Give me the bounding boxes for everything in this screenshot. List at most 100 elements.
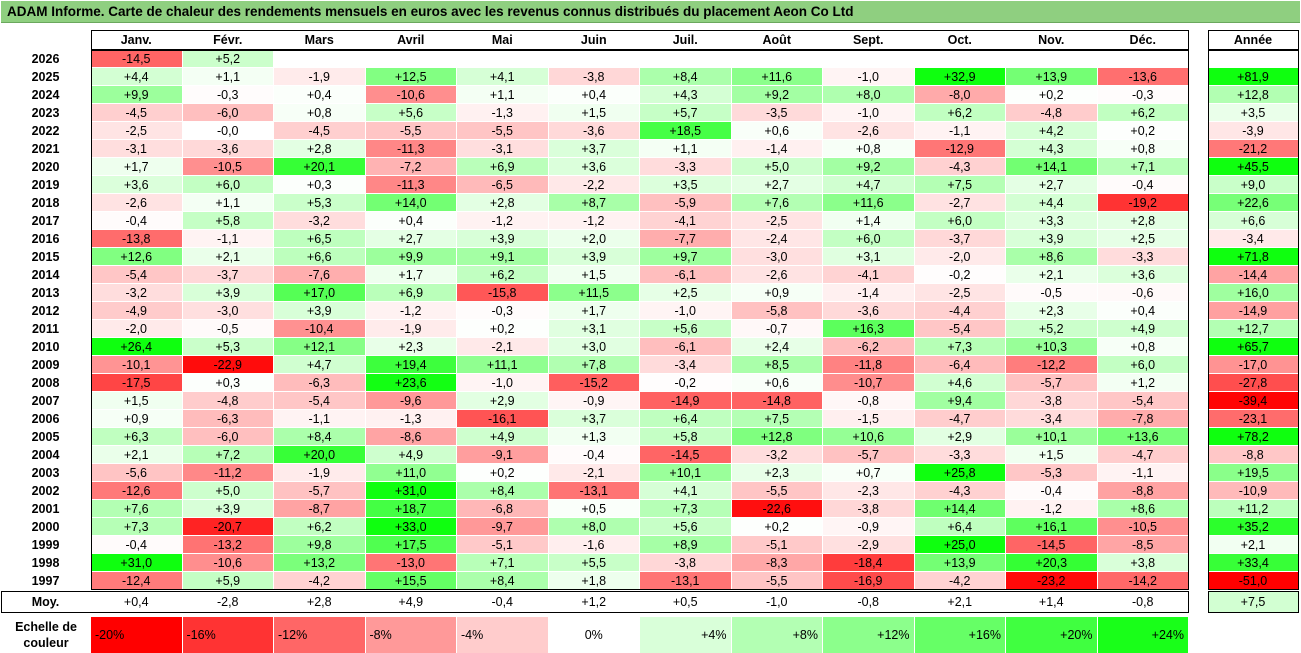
heatmap-cell: +2,0 [548,230,640,248]
heatmap-cell: +3,5 [640,176,732,194]
heatmap-cell: -5,4 [91,266,183,284]
heatmap-cell: -1,2 [457,212,549,230]
year-label: 2016 [1,230,91,248]
annual-cell: +22,6 [1208,194,1299,212]
heatmap-cell: -0,6 [1097,284,1189,302]
heatmap-cell: -0,4 [1006,482,1098,500]
heatmap-cell: -2,2 [548,176,640,194]
heatmap-cell: -20,7 [182,518,274,536]
heatmap-cell: +4,3 [640,86,732,104]
heatmap-cell: +3,3 [1006,212,1098,230]
heatmap-cell: +3,0 [548,338,640,356]
heatmap-cell: +3,6 [91,176,183,194]
heatmap-cell: +8,4 [640,68,732,86]
color-scale-step: -8% [365,617,457,653]
heatmap-cell: +2,1 [91,446,183,464]
heatmap-cell: +8,9 [640,536,732,554]
annual-cell: +12,7 [1208,320,1299,338]
heatmap-cell [914,50,1006,68]
heatmap-cell: +0,9 [91,410,183,428]
average-cell: -2,8 [182,591,274,613]
month-header: Avril [365,30,457,50]
heatmap-cell: +0,4 [274,86,366,104]
heatmap-cell: +0,8 [1097,338,1189,356]
heatmap-cell: +8,6 [1097,500,1189,518]
heatmap-cell: +5,9 [182,572,274,590]
heatmap-cell: +12,5 [365,68,457,86]
heatmap-cell: +1,1 [182,194,274,212]
heatmap-cell: +7,8 [548,356,640,374]
heatmap-cell: -1,4 [823,284,915,302]
year-label: 2005 [1,428,91,446]
heatmap-cell: +6,6 [274,248,366,266]
heatmap-cell: -1,0 [457,374,549,392]
color-scale-step: +8% [731,617,823,653]
heatmap-cell: -3,3 [1097,248,1189,266]
heatmap-cell: +2,3 [731,464,823,482]
heatmap-cell: -1,9 [274,464,366,482]
heatmap-cell: +7,5 [731,410,823,428]
heatmap-cell: -10,4 [274,320,366,338]
year-label: 2023 [1,104,91,122]
year-label: 2002 [1,482,91,500]
heatmap-cell: +0,2 [457,320,549,338]
annual-cell: +65,7 [1208,338,1299,356]
heatmap-cell: -3,7 [182,266,274,284]
heatmap-cell: -9,7 [457,518,549,536]
color-scale-label: Echelle de couleur [15,620,77,650]
heatmap-cell: -0,4 [91,536,183,554]
average-cell: -0,8 [1097,591,1189,613]
heatmap-cell: -3,3 [914,446,1006,464]
heatmap-cell: +0,4 [548,86,640,104]
heatmap-cell: +4,9 [365,446,457,464]
heatmap-cell: -10,6 [365,86,457,104]
heatmap-cell: -4,8 [182,392,274,410]
heatmap-cell: +10,6 [823,428,915,446]
average-cell: +1,2 [548,591,640,613]
heatmap-cell: +25,8 [914,464,1006,482]
heatmap-cell: -13,8 [91,230,183,248]
heatmap-cell: -1,6 [548,536,640,554]
heatmap-cell: -4,5 [274,122,366,140]
heatmap-cell: -0,4 [548,446,640,464]
annual-cell: -17,0 [1208,356,1299,374]
heatmap-cell: -3,6 [548,122,640,140]
heatmap-cell: -2,1 [548,464,640,482]
heatmap-cell: +20,1 [274,158,366,176]
heatmap-cell: +7,1 [457,554,549,572]
heatmap-cell: -3,2 [91,284,183,302]
heatmap-cell [1006,50,1098,68]
average-cell: +4,9 [365,591,457,613]
heatmap-cell: +8,0 [823,86,915,104]
heatmap-cell: -5,4 [914,320,1006,338]
heatmap-cell: -11,3 [365,140,457,158]
heatmap-cell: +5,7 [640,104,732,122]
heatmap-cell: +17,0 [274,284,366,302]
heatmap-cell: +2,9 [914,428,1006,446]
heatmap-cell: +3,9 [1006,230,1098,248]
heatmap-cell [1097,50,1189,68]
heatmap-cell: +10,1 [640,464,732,482]
heatmap-cell: -6,0 [182,428,274,446]
average-cell: +1,4 [1006,591,1098,613]
heatmap-cell: +6,9 [365,284,457,302]
heatmap-cell: +7,6 [731,194,823,212]
annual-cell: +9,0 [1208,176,1299,194]
heatmap-cell: -5,7 [274,482,366,500]
heatmap-cell: -6,5 [457,176,549,194]
heatmap-cell: +0,8 [1097,140,1189,158]
heatmap-cell: -2,5 [731,212,823,230]
heatmap-cell: -1,0 [823,68,915,86]
year-label: 2011 [1,320,91,338]
heatmap-cell: +2,8 [1097,212,1189,230]
heatmap-cell: -13,1 [640,572,732,590]
heatmap-cell: -10,5 [182,158,274,176]
heatmap-cell: +8,6 [1006,248,1098,266]
color-scale-step: +12% [823,617,915,653]
average-cell: -0,8 [823,591,915,613]
heatmap-cell: +4,7 [823,176,915,194]
heatmap-cell: +4,9 [457,428,549,446]
heatmap-cell: -14,5 [1006,536,1098,554]
heatmap-cell: +33,0 [365,518,457,536]
heatmap-cell [548,50,640,68]
